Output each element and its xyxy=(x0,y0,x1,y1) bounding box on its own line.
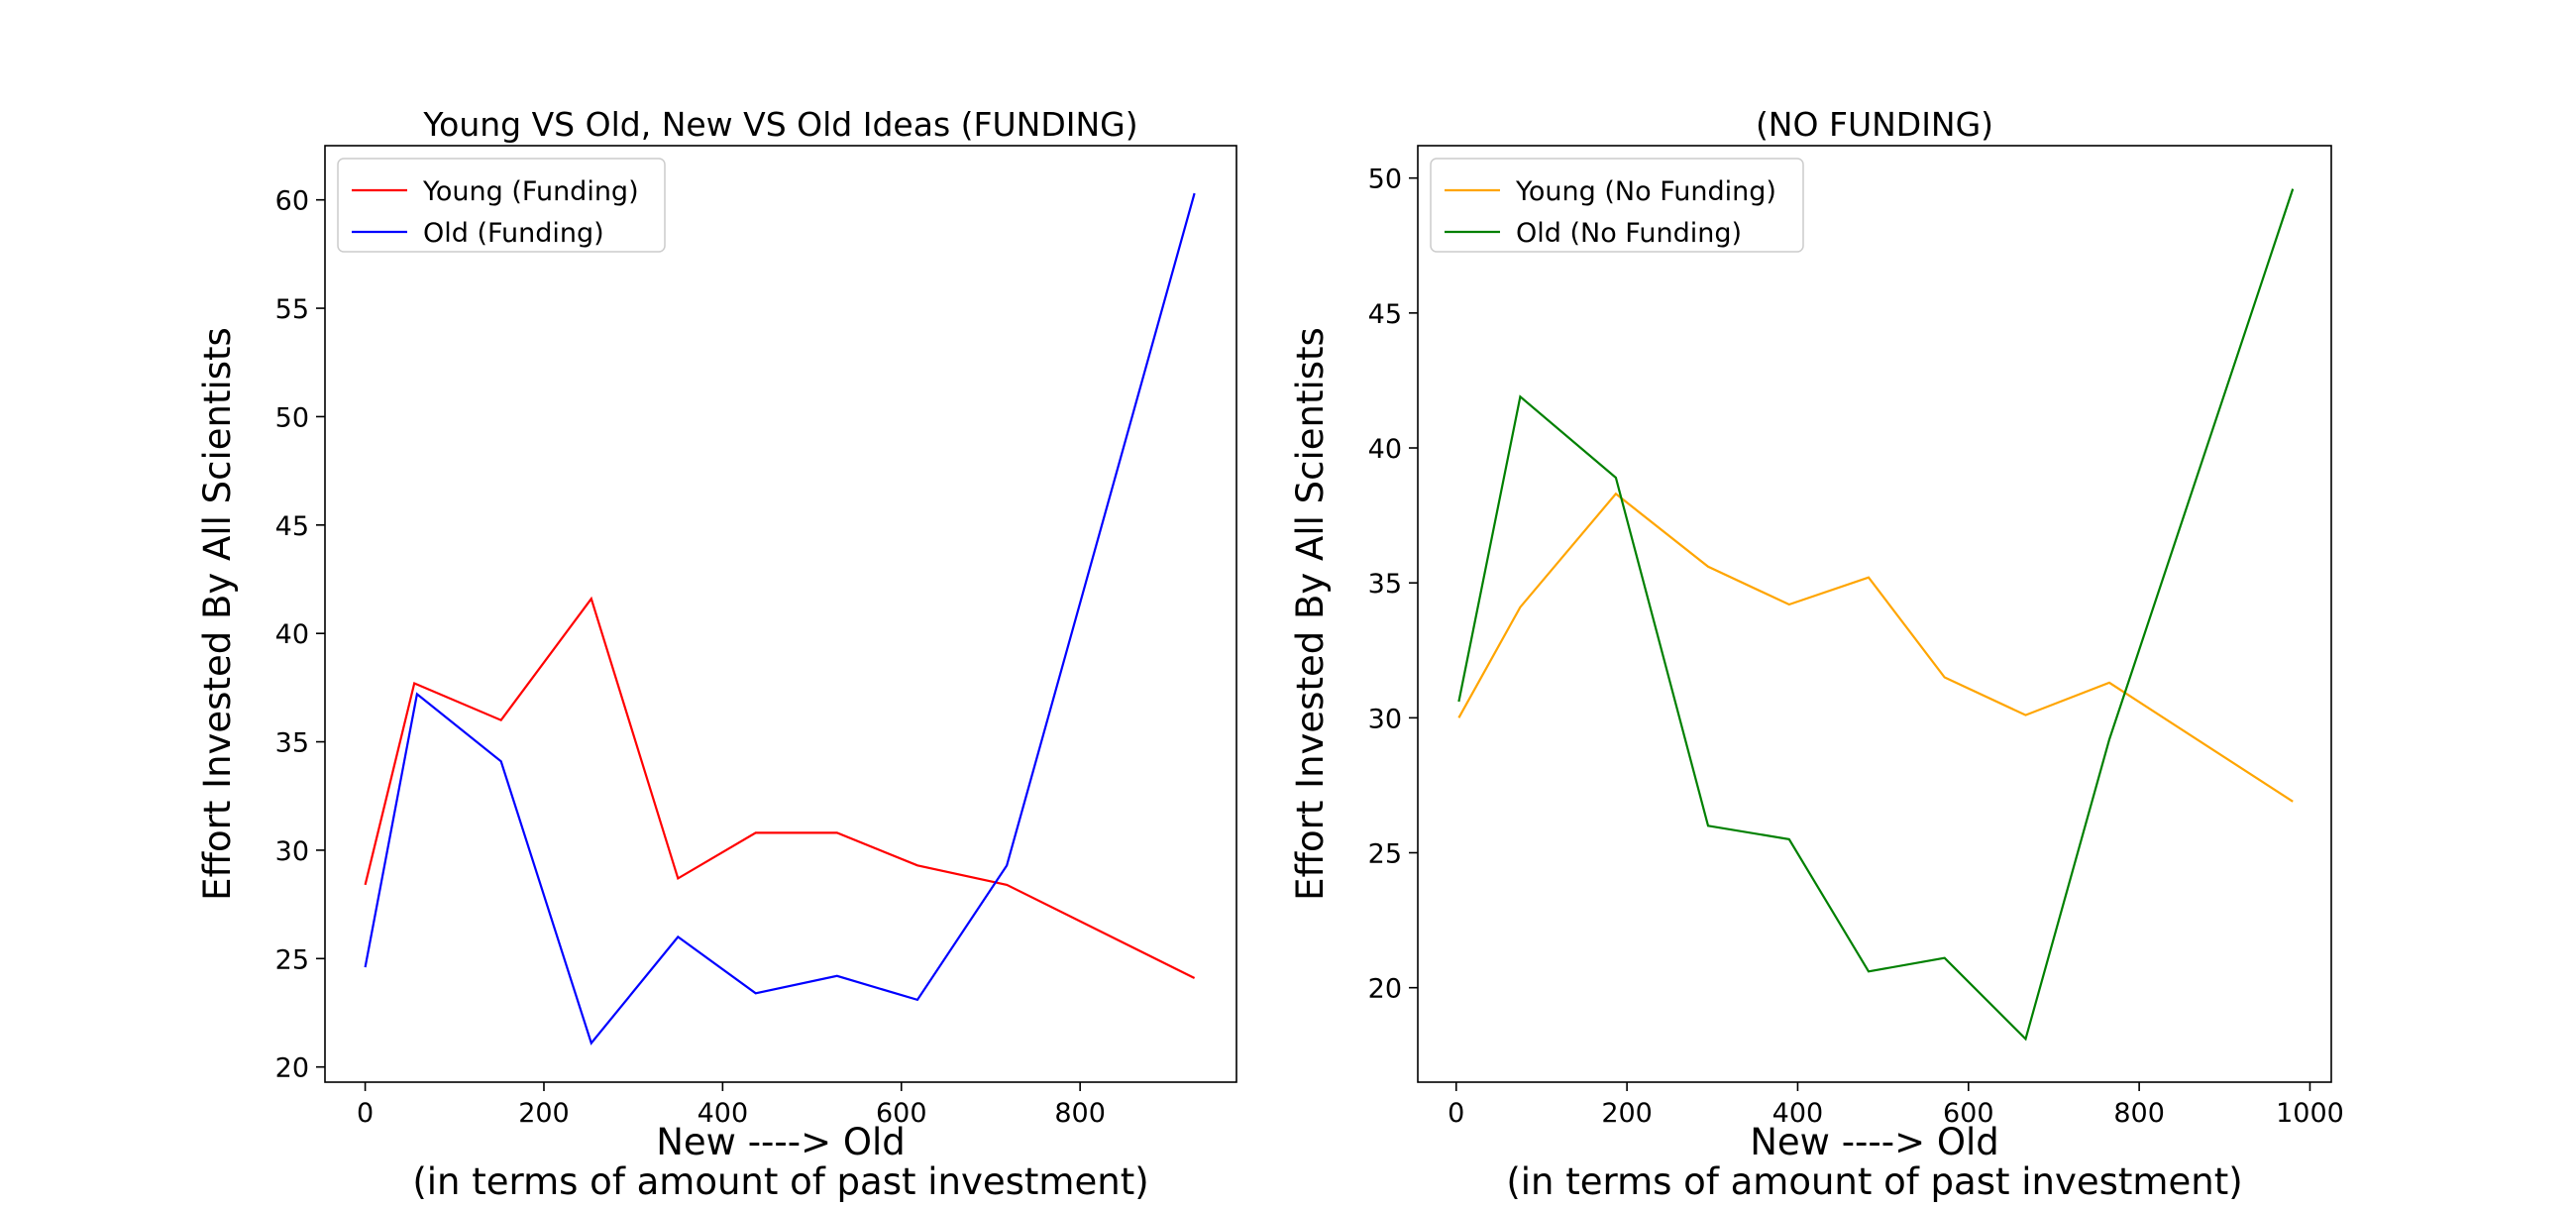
y-tick-label: 55 xyxy=(275,294,309,325)
chart-no-funding: (NO FUNDING) 0 200 400 600 800 1000 20 25 30 35 40 4… xyxy=(1289,105,2344,1203)
y-tick-label: 35 xyxy=(275,728,309,759)
x-tick-label: 600 xyxy=(876,1098,927,1129)
x-tick-label: 200 xyxy=(1601,1098,1653,1129)
chart-title: Young VS Old, New VS Old Ideas (FUNDING) xyxy=(422,105,1137,144)
x-tick-label: 800 xyxy=(1054,1098,1106,1129)
x-axis-sublabel: (in terms of amount of past investment) xyxy=(1506,1160,2242,1203)
series-line-young xyxy=(1457,492,2294,803)
y-tick-label: 50 xyxy=(275,402,309,433)
x-axis-sublabel: (in terms of amount of past investment) xyxy=(412,1160,1148,1203)
x-tick-label: 400 xyxy=(1772,1098,1824,1129)
legend: Young (No Funding) Old (No Funding) xyxy=(1430,158,1804,253)
y-tick-label: 20 xyxy=(275,1053,309,1084)
plot-frame xyxy=(324,145,1237,1083)
plot-frame xyxy=(1417,145,2332,1083)
y-tick-label: 30 xyxy=(275,836,309,867)
legend-label: Young (No Funding) xyxy=(1515,176,1776,207)
y-tick-label: 20 xyxy=(1368,974,1402,1005)
x-tick-label: 800 xyxy=(2113,1098,2165,1129)
series-line-young xyxy=(364,596,1196,979)
x-tick-label: 1000 xyxy=(2276,1098,2344,1129)
legend-label: Young (Funding) xyxy=(422,176,639,207)
x-tick-label: 0 xyxy=(1448,1098,1464,1129)
x-tick-label: 0 xyxy=(357,1098,374,1129)
y-axis-label: Effort Invested By All Scientists xyxy=(196,327,239,901)
y-tick-label: 40 xyxy=(275,619,309,650)
x-tick-label: 200 xyxy=(518,1098,570,1129)
y-tick-label: 50 xyxy=(1368,165,1402,195)
series-line-old xyxy=(364,192,1196,1045)
y-tick-label: 60 xyxy=(275,186,309,217)
x-tick-label: 400 xyxy=(698,1098,749,1129)
legend-label: Old (No Funding) xyxy=(1516,218,1742,249)
legend: Young (Funding) Old (Funding) xyxy=(337,158,666,253)
chart-funding: Young VS Old, New VS Old Ideas (FUNDING)… xyxy=(196,105,1237,1203)
x-tick-label: 600 xyxy=(1943,1098,1994,1129)
legend-box xyxy=(337,158,666,253)
legend-label: Old (Funding) xyxy=(423,218,604,249)
y-tick-label: 25 xyxy=(275,944,309,975)
y-tick-label: 40 xyxy=(1368,434,1402,465)
x-axis-label: New ----> Old xyxy=(656,1121,906,1163)
y-tick-label: 45 xyxy=(1368,299,1402,330)
y-tick-label: 35 xyxy=(1368,569,1402,600)
x-axis-label: New ----> Old xyxy=(1750,1121,1999,1163)
series-line-old xyxy=(1457,188,2295,1042)
y-tick-label: 45 xyxy=(275,511,309,542)
y-tick-label: 25 xyxy=(1368,839,1402,870)
y-axis-label: Effort Invested By All Scientists xyxy=(1289,327,1332,901)
y-tick-label: 30 xyxy=(1368,704,1402,734)
legend-box xyxy=(1430,158,1804,253)
chart-title: (NO FUNDING) xyxy=(1756,105,1993,144)
